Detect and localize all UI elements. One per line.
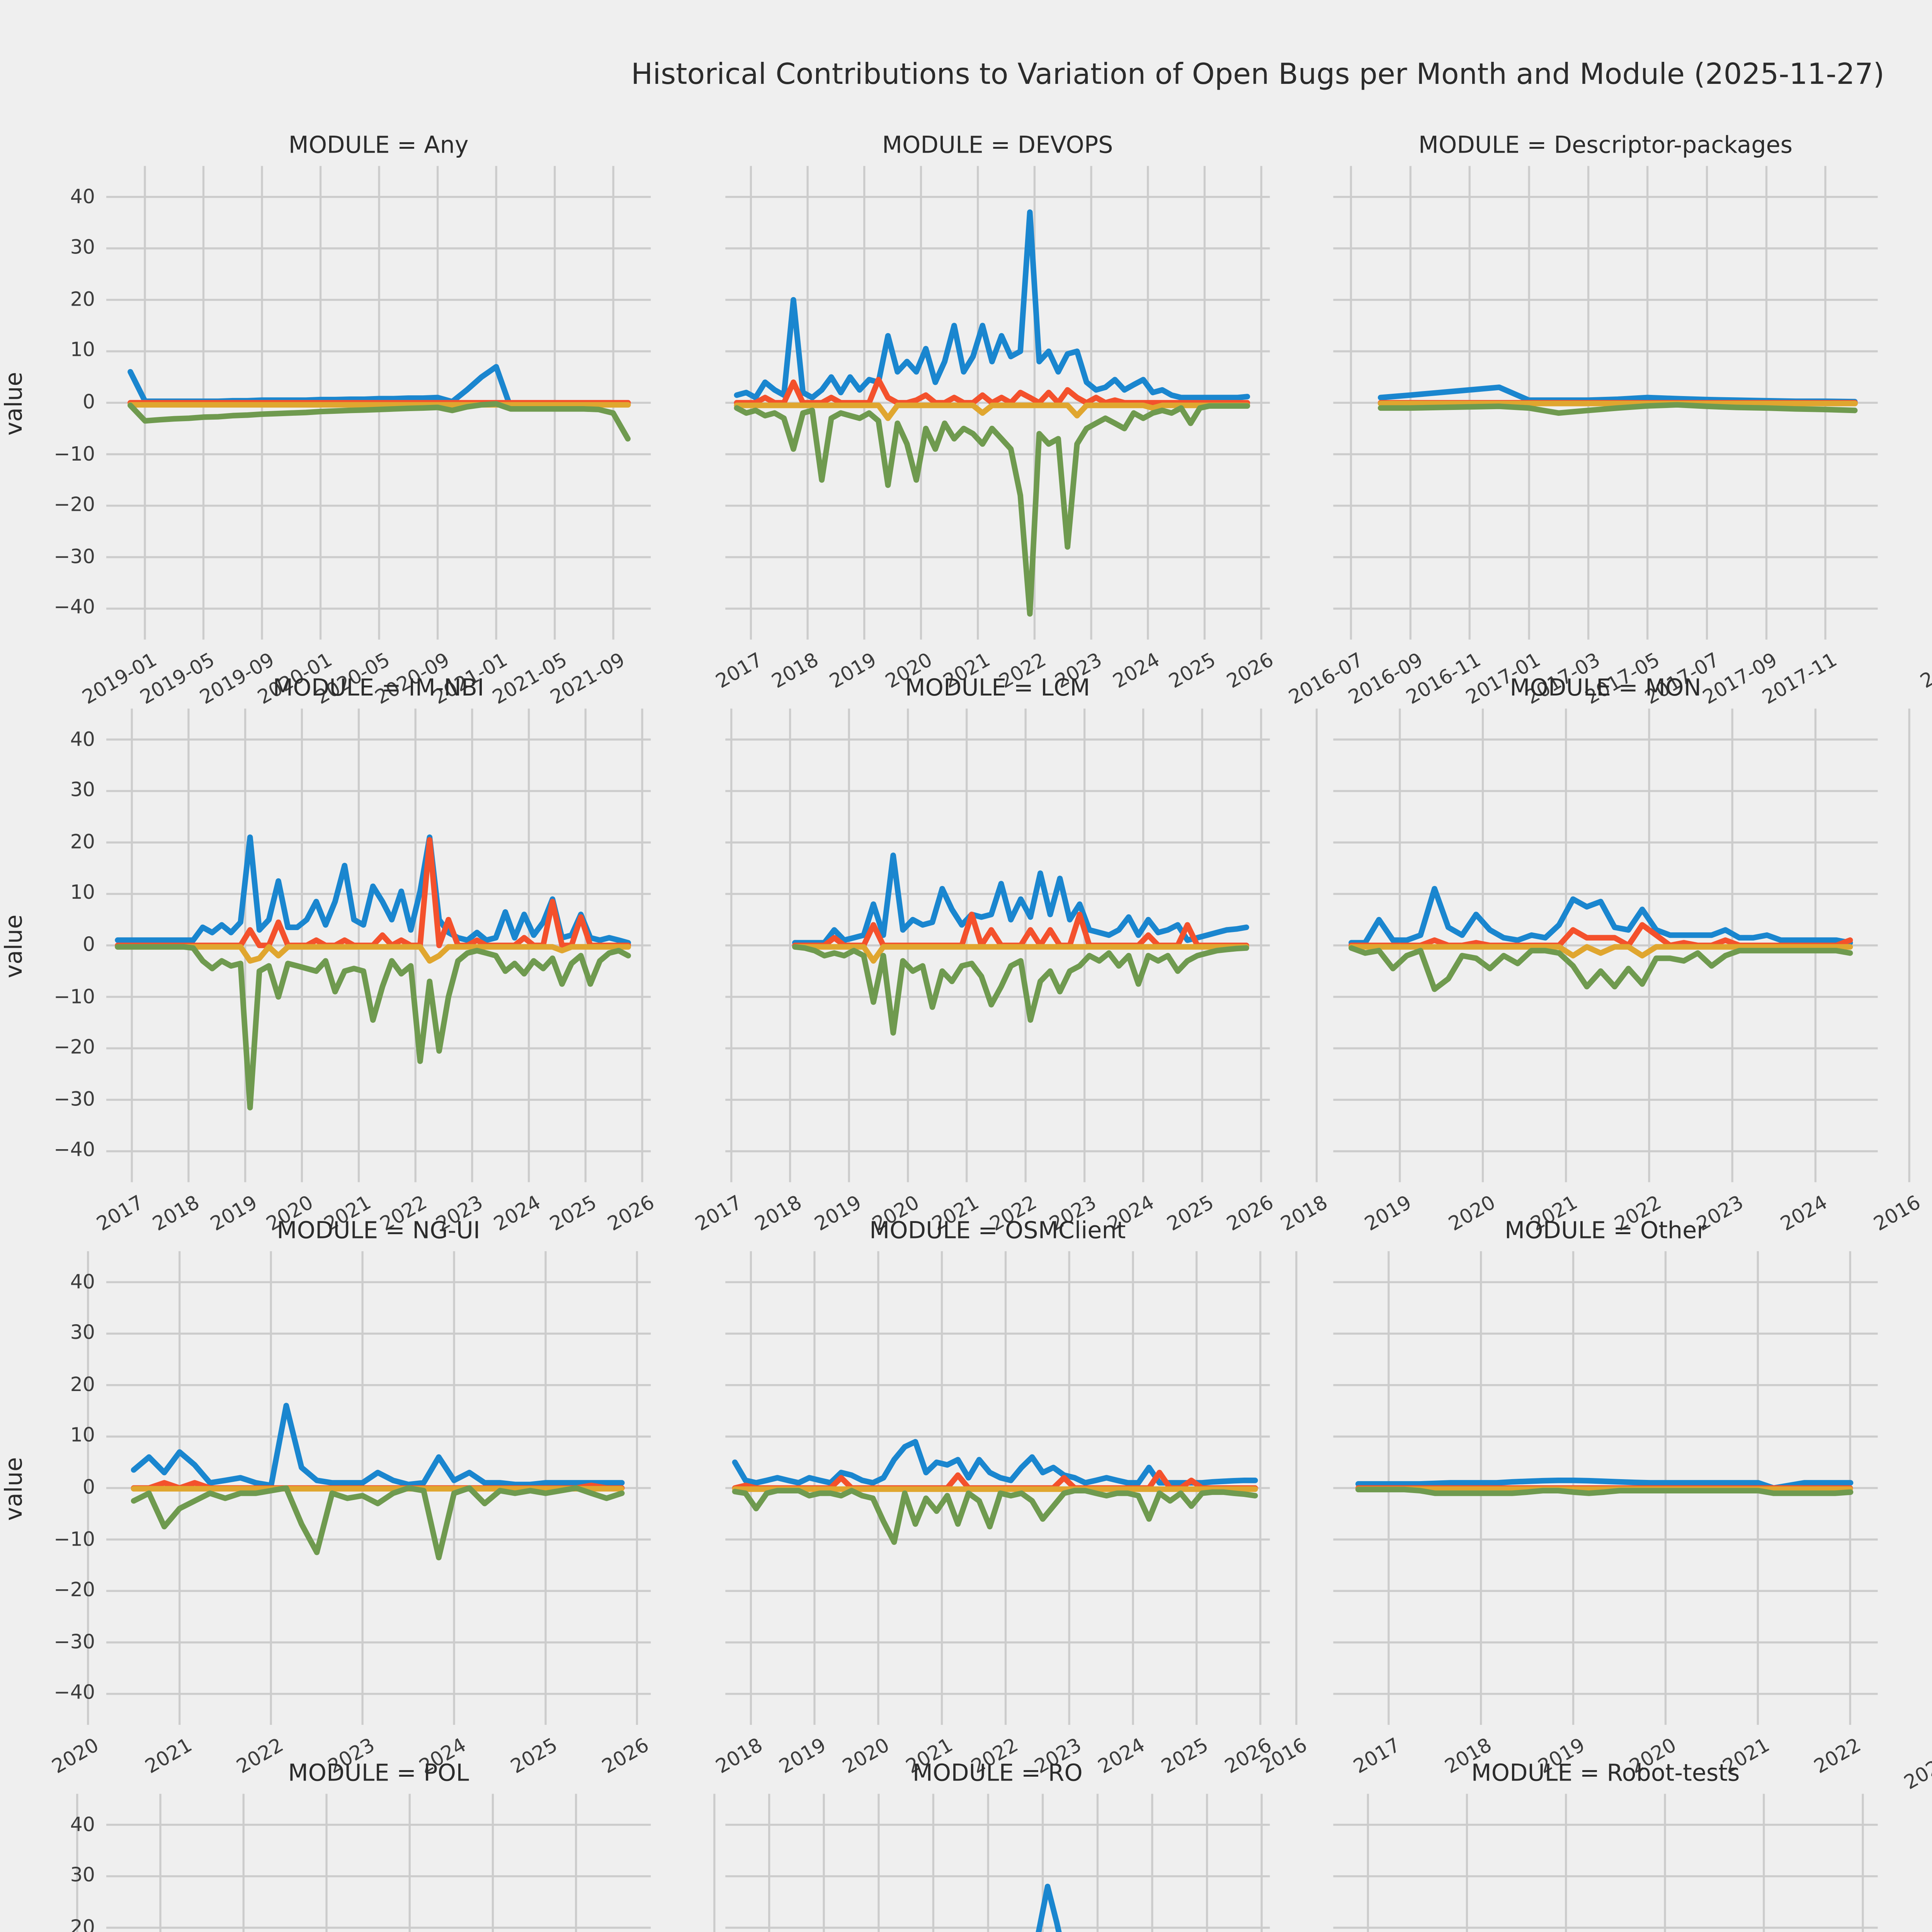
- y-tick-label: 30: [70, 780, 95, 802]
- y-tick-label: 20: [70, 1916, 95, 1932]
- y-tick-label: −40: [54, 1682, 95, 1705]
- y-tick-label: −40: [54, 597, 95, 620]
- y-tick-label: 0: [82, 1477, 95, 1499]
- subplot-title-ng-ui: MODULE = NG-UI: [277, 1216, 480, 1244]
- y-tick-label: −40: [54, 1140, 95, 1163]
- plot-canvas-ng-ui: [87, 1251, 651, 1725]
- y-tick-label: −20: [54, 494, 95, 517]
- y-tick-label: 10: [70, 883, 95, 905]
- subplot-title-any: MODULE = Any: [288, 130, 469, 159]
- y-tick-label: −10: [54, 985, 95, 1008]
- x-tick-label: 2020-07: [1901, 1734, 1932, 1795]
- series-line-opened-ng-ui: [131, 1403, 625, 1488]
- y-tick-label: 40: [70, 1271, 95, 1293]
- subplot-title-lcm: MODULE = LCM: [905, 673, 1090, 701]
- y-tick-label: 0: [82, 934, 95, 957]
- subplot-title-descriptor-packages: MODULE = Descriptor-packages: [1418, 130, 1793, 159]
- subplot-title-n2vc: MODULE = N2VC: [1928, 677, 1932, 700]
- subplot-title-im-nbi: MODULE = IM-NBI: [273, 673, 484, 701]
- y-tick-label: 20: [70, 1374, 95, 1396]
- series-line-closed-ng-ui: [131, 1485, 625, 1561]
- y-tick-label: −30: [54, 1631, 95, 1654]
- y-axis-label: value: [0, 371, 27, 435]
- subplot-title-pol: MODULE = POL: [288, 1758, 469, 1787]
- subplot-mon: MODULE = MON 2018 2019 2020 2021 2022 2023 2024: [1278, 676, 1878, 1236]
- subplot-robot-tests: MODULE = Robot-tests20212022202320242025…: [1333, 1761, 1878, 1932]
- y-tick-label: 40: [70, 728, 95, 751]
- y-tick-label: −10: [54, 443, 95, 466]
- subplot-pol: MODULE = POL403020100−10−20−30−40value20…: [70, 1761, 651, 1932]
- series-line-false_closed-lcm: [792, 944, 1249, 964]
- plot-canvas-pol: [76, 1794, 651, 1932]
- y-tick-label: 40: [70, 1813, 95, 1836]
- plot-canvas-descriptor-packages: [1333, 166, 1878, 640]
- subplot-im-nbi: MODULE = IM-NBI 40 30 20 10 0 −10 −20 −30 −40 valu…: [0, 676, 658, 1236]
- series-line-closed-any: [128, 401, 631, 442]
- series-line-closed-lcm: [792, 944, 1249, 1036]
- series-line-closed-mon: [1349, 945, 1853, 992]
- y-tick-label: 10: [70, 1425, 95, 1448]
- series-line-false_closed-im-nbi: [115, 944, 631, 964]
- y-axis-label: value: [0, 913, 27, 978]
- y-tick-label: −10: [54, 1528, 95, 1551]
- series-line-opened-mon: [1349, 886, 1853, 946]
- series-line-reopened-mon: [1349, 922, 1853, 948]
- y-tick-label: 40: [70, 185, 95, 208]
- subplot-osmclient: MODULE = OSMClient 2018 2019 2020 2021 2022 20…: [712, 1219, 1276, 1779]
- y-tick-label: −20: [54, 1580, 95, 1602]
- y-tick-label: 20: [70, 288, 95, 311]
- subplot-lcm: MODULE = LCM 2017 2018 2019 2020 2021 2022 2023…: [693, 676, 1277, 1236]
- y-tick-label: 30: [70, 237, 95, 260]
- y-axis-label: value: [0, 1794, 26, 1932]
- subplot-title-pla: MODULE = PLA: [1928, 1219, 1932, 1243]
- y-tick-label: 10: [70, 340, 95, 363]
- plot-canvas-osmclient: [725, 1251, 1270, 1725]
- subplot-title-documentation-wiki: MODULE = Documentation / Wiki: [1928, 134, 1932, 157]
- plot-canvas-any: [106, 166, 651, 640]
- subplot-other: MODULE = Other 2016 2017 2018 2019 2020 2021 20…: [1258, 1219, 1878, 1779]
- figure-title: Historical Contributions to Variation of…: [631, 58, 1884, 92]
- series-line-closed-other: [1355, 1486, 1854, 1496]
- subplot-ng-ui: MODULE = NG-UI 40 30 20 10 0 −10 −20 −30 −40 value…: [0, 1219, 653, 1779]
- plot-canvas-other: [1295, 1251, 1878, 1725]
- series-line-opened-osmclient: [732, 1439, 1258, 1486]
- subplot-title-unknown: MODULE = Unknown: [1928, 1762, 1932, 1785]
- series-line-closed-descriptor-packages: [1378, 402, 1858, 416]
- y-tick-label: 20: [70, 831, 95, 854]
- series-line-opened-ro: [1036, 1884, 1062, 1932]
- y-tick-label: 30: [70, 1865, 95, 1888]
- subplot-any: MODULE = Any 40 30 20 10 0 −10 −20 −30 −40 value 20…: [0, 133, 651, 709]
- y-tick-label: −20: [54, 1037, 95, 1060]
- plot-canvas-robot-tests: [1333, 1794, 1878, 1932]
- series-line-closed-devops: [734, 403, 1250, 617]
- y-tick-label: −30: [54, 1088, 95, 1111]
- subplot-title-robot-tests: MODULE = Robot-tests: [1471, 1758, 1740, 1787]
- y-tick-label: 0: [82, 391, 95, 414]
- series-line-opened-devops: [734, 209, 1250, 401]
- series-line-closed-im-nbi: [115, 944, 631, 1111]
- subplot-title-mon: MODULE = MON: [1510, 673, 1701, 701]
- subplot-ro: MODULE = RO20162017201820192020202120222…: [713, 1761, 1270, 1932]
- plot-canvas-im-nbi: [106, 708, 651, 1182]
- subplot-devops: MODULE = DEVOPS 2017 2018 2019 2020 2021 2022 2…: [713, 133, 1277, 694]
- series-line-opened-descriptor-packages: [1378, 384, 1858, 405]
- subplot-descriptor-packages: MODULE = Descriptor-packages 2016-07 2016-…: [1285, 133, 1878, 709]
- plot-canvas-mon: [1315, 708, 1878, 1182]
- series-line-closed-osmclient: [732, 1488, 1258, 1545]
- series-line-false_closed-mon: [1349, 944, 1853, 959]
- series-line-false_closed-devops: [734, 402, 1250, 421]
- subplot-title-devops: MODULE = DEVOPS: [882, 130, 1113, 159]
- subplot-title-osmclient: MODULE = OSMClient: [869, 1216, 1126, 1244]
- series-line-opened-im-nbi: [115, 834, 631, 946]
- y-tick-label: −30: [54, 546, 95, 568]
- series-line-opened-lcm: [792, 852, 1249, 946]
- y-axis-label: value: [0, 1456, 27, 1520]
- plot-canvas-ro: [713, 1794, 1270, 1932]
- subplot-title-other: MODULE = Other: [1504, 1216, 1707, 1244]
- plot-canvas-lcm: [725, 708, 1270, 1182]
- y-tick-label: 30: [70, 1322, 95, 1345]
- subplot-title-ro: MODULE = RO: [912, 1758, 1083, 1787]
- plot-canvas-devops: [725, 166, 1270, 640]
